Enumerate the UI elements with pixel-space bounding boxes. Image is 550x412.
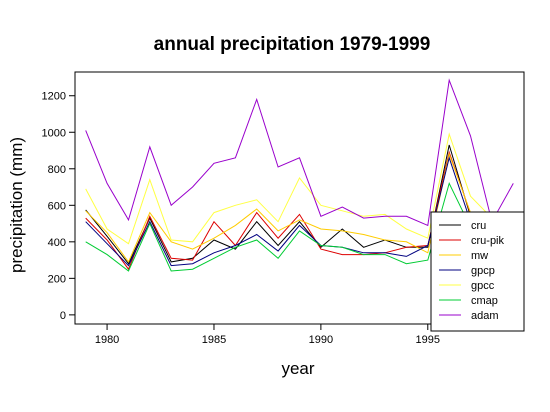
y-tick-label: 1200 [42,91,66,103]
y-tick-label: 1000 [42,127,66,139]
x-tick-label: 1985 [202,334,226,346]
y-tick-label: 0 [60,310,66,322]
series-line-cmap [85,181,471,272]
legend-label-cru-pik: cru-pik [471,235,505,247]
series-line-cru [85,144,471,265]
y-tick-label: 200 [48,273,66,285]
legend-label-gpcp: gpcp [471,265,495,277]
plot-frame [74,71,525,325]
legend-label-cru: cru [471,220,486,232]
legend-box [430,211,525,332]
legend-label-mw: mw [471,250,488,262]
legend-label-gpcc: gpcc [471,280,495,292]
legend: cru cru-pik mw gpcp gpcc cmap adam [430,211,525,332]
axes: 1980 1985 1990 1995 0 200 400 600 800 1000 1200 [42,91,441,346]
x-axis-label: year [281,359,314,378]
y-tick-label: 600 [48,200,66,212]
series-line-gpcp [85,155,471,267]
y-tick-label: 400 [48,237,66,249]
series-line-gpcc [85,132,493,245]
x-tick-label: 1995 [416,334,440,346]
x-tick-label: 1990 [309,334,333,346]
legend-label-adam: adam [471,310,499,322]
series-layer [85,78,514,272]
legend-label-cmap: cmap [471,295,498,307]
y-tick-label: 800 [48,164,66,176]
chart-title: annual precipitation 1979-1999 [154,34,431,55]
series-line-cru-pik [85,150,471,271]
x-tick-label: 1980 [95,334,119,346]
y-axis-label: precipitation (mm) [7,137,26,273]
series-line-mw [85,152,471,263]
series-line-adam [85,78,514,227]
